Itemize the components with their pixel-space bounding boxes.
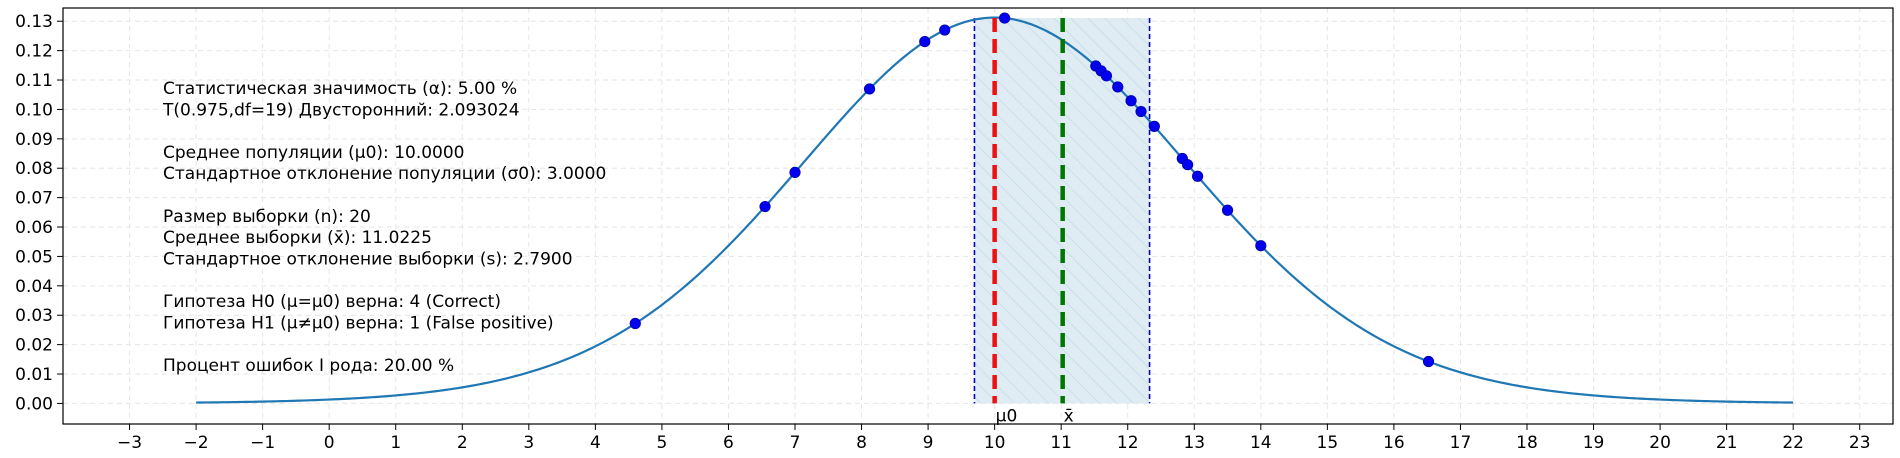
y-tick-label: 0.09 xyxy=(15,130,53,150)
y-tick-label: 0.04 xyxy=(15,277,53,297)
x-tick-label: 20 xyxy=(1649,433,1671,453)
x-tick-label: 1 xyxy=(390,433,401,453)
y-tick-label: 0.05 xyxy=(15,247,53,267)
sample-point xyxy=(863,83,876,95)
sample-point xyxy=(1422,355,1435,368)
y-tick-label: 0.11 xyxy=(15,71,53,91)
x-tick-label: −1 xyxy=(250,433,275,453)
info-line: T(0.975,df=19) Двусторонний: 2.093024 xyxy=(162,100,520,120)
sample-point xyxy=(759,200,771,213)
xbar-label: x̄ xyxy=(1064,406,1074,426)
sample-point xyxy=(1135,105,1147,118)
sample-point xyxy=(629,317,641,330)
plot-frame xyxy=(62,7,1894,425)
info-line: Среднее выборки (x̄): 11.0225 xyxy=(163,228,432,248)
sample-point xyxy=(1192,170,1204,182)
sample-point xyxy=(1112,81,1124,93)
y-tick-label: 0.13 xyxy=(15,12,53,32)
info-line: Гипотеза H0 (μ=μ0) верна: 4 (Correct) xyxy=(163,292,501,312)
x-tick-label: 11 xyxy=(1050,433,1072,453)
x-tick-label: 5 xyxy=(656,433,667,453)
x-tick-label: 13 xyxy=(1183,433,1205,453)
y-tick-label: 0.06 xyxy=(15,218,53,238)
y-tick-label: 0.02 xyxy=(15,336,53,356)
y-tick-label: 0.08 xyxy=(15,159,53,179)
x-tick-label: 15 xyxy=(1317,433,1339,453)
info-text-block: Статистическая значимость (α): 5.00 %T(0… xyxy=(162,79,606,376)
x-tick-label: 19 xyxy=(1583,433,1605,453)
x-tick-label: 10 xyxy=(984,433,1006,453)
info-line: Стандартное отклонение популяции (σ0): 3… xyxy=(163,164,606,184)
y-tick-label: 0.03 xyxy=(15,306,53,326)
x-tick-label: 8 xyxy=(856,433,867,453)
x-tick-label: 9 xyxy=(923,433,934,453)
x-tick-label: 14 xyxy=(1250,433,1272,453)
x-tick-label: −3 xyxy=(117,433,142,453)
x-tick-label: 22 xyxy=(1782,433,1804,453)
density-curve-layer xyxy=(196,16,1794,404)
x-tick-label: 23 xyxy=(1849,433,1871,453)
x-tick-label: 18 xyxy=(1516,433,1538,453)
reference-lines: μ0 x̄ xyxy=(992,17,1074,426)
sample-point xyxy=(1100,70,1113,82)
y-tick-label: 0.12 xyxy=(15,42,53,62)
info-line: Стандартное отклонение выборки (s): 2.79… xyxy=(163,249,573,269)
x-tick-label: 2 xyxy=(457,433,468,453)
sample-points xyxy=(629,12,1435,368)
sample-point xyxy=(1148,120,1160,132)
y-tick-label: 0.01 xyxy=(15,365,53,385)
y-tick-label: 0.07 xyxy=(15,189,53,209)
x-tick-label: 3 xyxy=(523,433,534,453)
info-line: Размер выборки (n): 20 xyxy=(163,207,371,227)
info-line: Процент ошибок I рода: 20.00 % xyxy=(163,356,454,376)
mu0-label: μ0 xyxy=(996,406,1018,426)
sample-point xyxy=(999,12,1011,24)
info-line: Среднее популяции (μ0): 10.0000 xyxy=(163,143,465,163)
y-tick-label: 0.00 xyxy=(15,394,53,414)
grid xyxy=(63,8,1893,424)
x-tick-label: 0 xyxy=(324,433,335,453)
sample-point xyxy=(789,166,801,179)
x-tick-label: −2 xyxy=(184,433,209,453)
info-line: Статистическая значимость (α): 5.00 % xyxy=(163,79,517,99)
x-tick-label: 6 xyxy=(723,433,734,453)
y-tick-label: 0.10 xyxy=(15,100,53,120)
x-tick-label: 17 xyxy=(1450,433,1472,453)
sample-point xyxy=(1125,95,1137,107)
sample-point xyxy=(939,24,951,36)
sample-point xyxy=(919,35,931,48)
x-tick-label: 16 xyxy=(1383,433,1405,453)
x-tick-label: 4 xyxy=(590,433,601,453)
x-tick-label: 21 xyxy=(1716,433,1738,453)
x-tick-label: 12 xyxy=(1117,433,1139,453)
sample-point xyxy=(1255,240,1267,252)
sample-point xyxy=(1221,204,1234,216)
density-curve xyxy=(196,16,1794,404)
x-tick-label: 7 xyxy=(790,433,801,453)
info-line: Гипотеза H1 (μ≠μ0) верна: 1 (False posit… xyxy=(163,313,554,333)
axes: −3 −2 −1 0 1 2 3 4 5 6 7 8 9 10 11 12 13 14 15 16 17 18 19 20 21… xyxy=(15,12,1870,453)
sample-point xyxy=(1182,159,1194,171)
